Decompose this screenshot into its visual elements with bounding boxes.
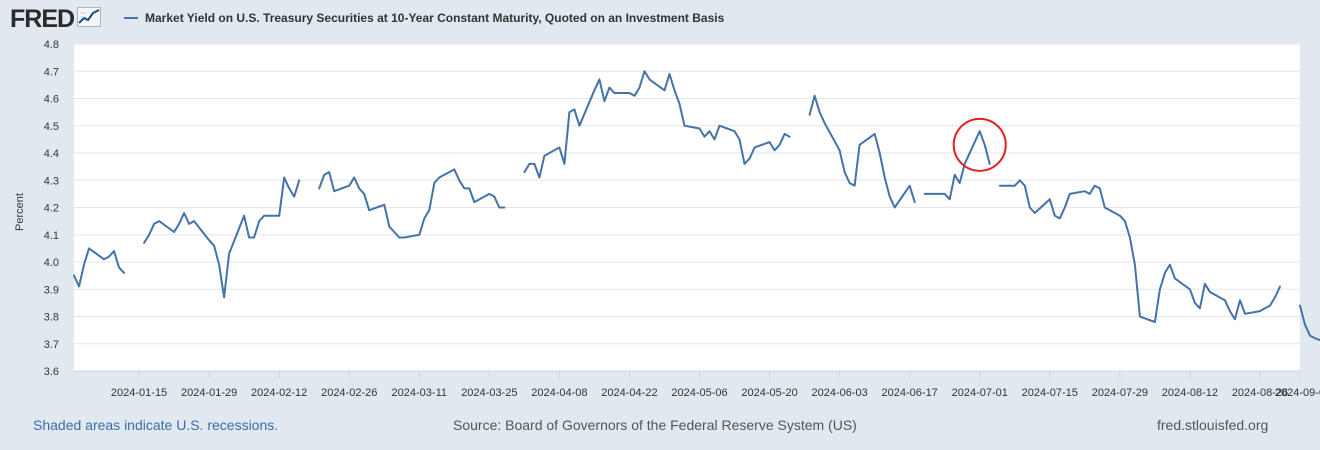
x-tick-label: 2024-05-06 — [671, 387, 727, 399]
series-line-segment[interactable] — [1299, 304, 1320, 344]
x-tick-label: 2024-07-29 — [1092, 387, 1148, 399]
y-tick-label: 4.2 — [44, 203, 59, 215]
source-note: Source: Board of Governors of the Federa… — [453, 417, 857, 433]
y-axis-label: Percent — [14, 193, 26, 231]
y-tick-label: 3.8 — [44, 312, 59, 324]
x-tick-label: 2024-04-08 — [531, 387, 587, 399]
x-tick-label: 2024-02-12 — [251, 387, 307, 399]
legend-swatch — [124, 17, 138, 19]
fred-chart-icon — [77, 7, 102, 32]
y-tick-label: 4.0 — [44, 257, 59, 269]
x-tick-label: 2024-02-26 — [321, 387, 377, 399]
y-tick-label: 4.8 — [44, 39, 59, 51]
x-axis: 2024-01-15 2024-01-29 2024-02-12 2024-02-26… — [74, 370, 1320, 399]
series-line-segment[interactable] — [73, 247, 125, 288]
x-tick-label: 2024-09-0 — [1275, 387, 1320, 399]
y-tick-label: 3.6 — [44, 366, 59, 378]
fred-header: FRED — [10, 5, 102, 33]
legend-label: Market Yield on U.S. Treasury Securities… — [145, 11, 725, 25]
site-link[interactable]: fred.stlouisfed.org — [1157, 417, 1269, 433]
x-tick-label: 2024-08-26 — [1232, 387, 1288, 399]
y-tick-label: 4.1 — [44, 230, 59, 242]
series-line-segment[interactable] — [143, 176, 301, 299]
series-line-segment[interactable] — [998, 179, 1281, 323]
line-chart[interactable]: 2024-01-15 2024-01-29 2024-02-12 2024-02-26… — [0, 0, 1320, 410]
x-tick-label: 2024-07-15 — [1022, 387, 1078, 399]
x-tick-label: 2024-06-03 — [811, 387, 867, 399]
x-tick-label: 2024-04-22 — [601, 387, 657, 399]
y-tick-label: 3.9 — [44, 284, 59, 296]
y-tick-label: 4.6 — [44, 94, 59, 106]
y-gridlines — [74, 43, 1300, 372]
chart-legend[interactable]: Market Yield on U.S. Treasury Securities… — [124, 11, 724, 25]
y-tick-label: 4.4 — [44, 148, 59, 160]
y-tick-label: 4.7 — [44, 66, 59, 78]
x-tick-label: 2024-07-01 — [952, 387, 1008, 399]
series-line-segment[interactable] — [923, 130, 991, 201]
series-line-segment[interactable] — [523, 70, 791, 179]
fred-logo[interactable]: FRED — [10, 5, 75, 33]
series-line-segment[interactable] — [808, 94, 916, 209]
y-tick-label: 3.7 — [44, 339, 59, 351]
series-line-segment[interactable] — [318, 168, 506, 239]
recession-note[interactable]: Shaded areas indicate U.S. recessions. — [33, 417, 279, 433]
annotation-layer — [952, 117, 1007, 172]
annotation-circle — [952, 117, 1007, 172]
x-tick-label: 2024-05-20 — [741, 387, 797, 399]
x-tick-label: 2024-01-29 — [181, 387, 237, 399]
x-tick-label: 2024-08-12 — [1162, 387, 1218, 399]
x-tick-label: 2024-01-15 — [111, 387, 167, 399]
y-tick-label: 4.3 — [44, 175, 59, 187]
y-tick-label: 4.5 — [44, 121, 59, 133]
x-tick-label: 2024-03-25 — [461, 387, 517, 399]
x-tick-label: 2024-03-11 — [392, 387, 447, 399]
series-lines — [73, 70, 1320, 344]
y-axis: 3.6 3.7 3.8 3.9 4.0 4.1 4.2 4.3 4.4 4.5 4.6 4.7 4.8 — [44, 39, 59, 378]
x-tick-label: 2024-06-17 — [882, 387, 938, 399]
